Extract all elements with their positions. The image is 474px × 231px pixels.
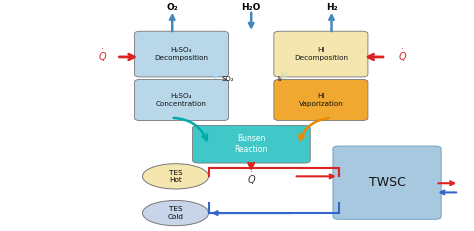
- Text: H₂SO₄
Decomposition: H₂SO₄ Decomposition: [155, 47, 209, 61]
- Text: TES
Hot: TES Hot: [169, 170, 182, 183]
- Text: HI
Decomposition: HI Decomposition: [294, 47, 348, 61]
- FancyBboxPatch shape: [333, 146, 441, 219]
- Text: TWSC: TWSC: [369, 176, 405, 189]
- Ellipse shape: [143, 164, 209, 189]
- FancyBboxPatch shape: [274, 79, 368, 121]
- Text: H₂SO₄
Concentration: H₂SO₄ Concentration: [156, 93, 207, 107]
- Text: H₂: H₂: [326, 3, 337, 12]
- Text: H₂O: H₂O: [241, 3, 261, 12]
- Text: Bunsen
Reaction: Bunsen Reaction: [235, 134, 268, 154]
- Text: HI
Vaporization: HI Vaporization: [299, 93, 343, 107]
- FancyBboxPatch shape: [135, 79, 228, 121]
- Text: O₂: O₂: [166, 3, 178, 12]
- Text: I₂: I₂: [277, 76, 282, 82]
- Text: SO₂: SO₂: [221, 76, 234, 82]
- FancyBboxPatch shape: [274, 31, 368, 77]
- Text: TES
Cold: TES Cold: [168, 206, 183, 220]
- FancyBboxPatch shape: [192, 125, 310, 163]
- Text: $\dot{Q}$: $\dot{Q}$: [98, 48, 107, 64]
- Text: $\dot{Q}$: $\dot{Q}$: [246, 170, 256, 187]
- Text: $\dot{Q}$: $\dot{Q}$: [398, 48, 407, 64]
- FancyBboxPatch shape: [135, 31, 228, 77]
- Ellipse shape: [143, 201, 209, 226]
